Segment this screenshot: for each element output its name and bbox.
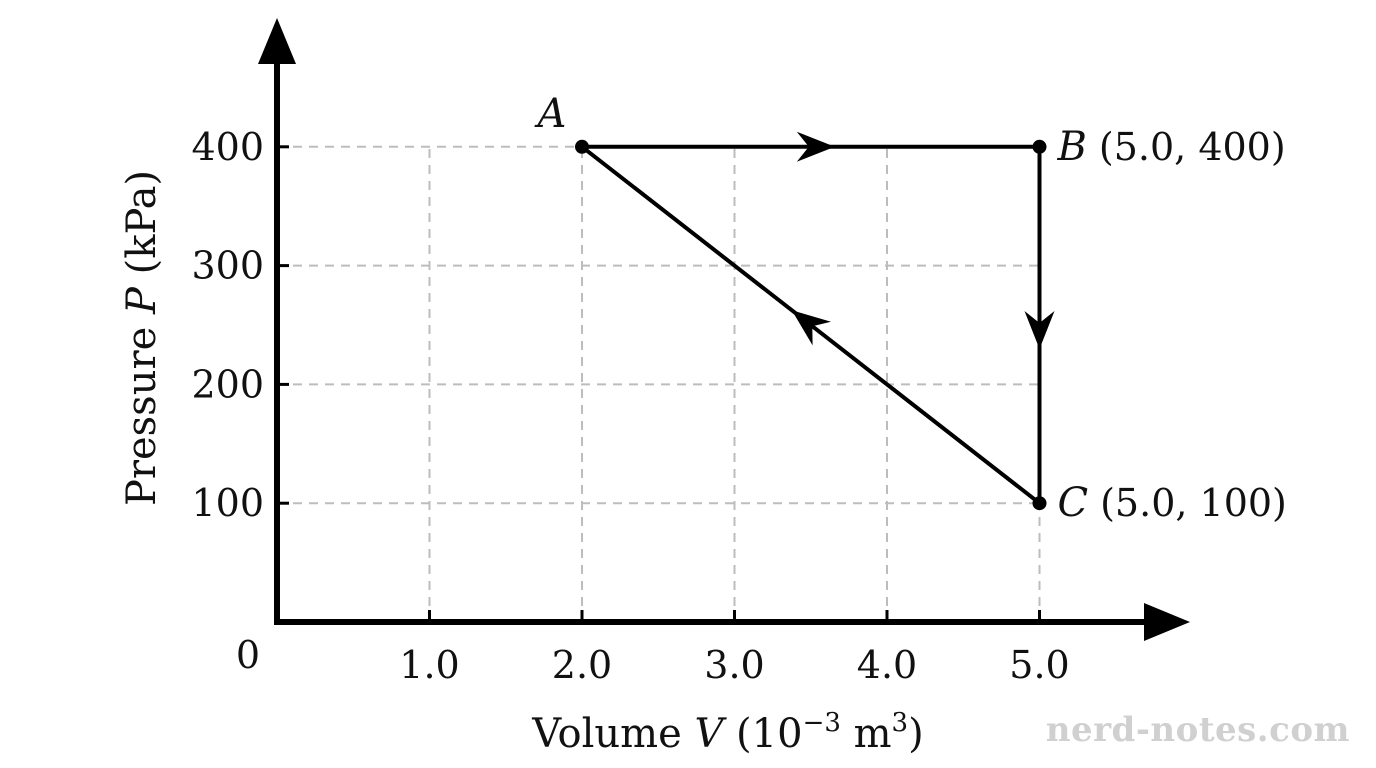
point-coordinates-C: (5.0, 100) [1100, 481, 1287, 525]
point-label-A: A [534, 91, 567, 137]
x-tick-label: 5.0 [1009, 643, 1069, 687]
point-C [1032, 496, 1047, 511]
y-tick-label: 200 [191, 362, 264, 406]
x-tick-label: 3.0 [704, 643, 764, 687]
x-tick-label: 4.0 [857, 643, 917, 687]
y-axis-arrowhead [258, 18, 296, 64]
point-label-B: B (5.0, 400) [1057, 124, 1286, 170]
y-axis-title: Pressure P (kPa) [119, 170, 165, 506]
point-coordinates-B: (5.0, 400) [1099, 125, 1286, 169]
point-A [575, 139, 589, 154]
origin-label: 0 [236, 633, 260, 677]
cycle-path [580, 131, 1055, 506]
state-points: A B (5.0, 400) C (5.0, 100) [534, 91, 1287, 526]
direction-arrow-B-C [1024, 311, 1055, 349]
direction-arrow-C-A [791, 310, 831, 346]
y-tick-label: 100 [191, 481, 264, 525]
direction-arrow-A-B [796, 131, 835, 162]
x-axis-arrowhead [1144, 603, 1190, 641]
point-B [1032, 139, 1047, 154]
grid-lines [277, 145, 1041, 622]
point-name-B: B [1057, 124, 1087, 170]
y-tick-label: 400 [191, 125, 264, 169]
x-tick-label: 1.0 [399, 643, 459, 687]
axes [258, 18, 1190, 641]
y-tick-label: 300 [191, 244, 264, 288]
tick-labels: 1.0 2.0 3.0 4.0 5.0 100 200 300 400 [191, 125, 1069, 687]
x-tick-label: 2.0 [552, 643, 612, 687]
point-label-C: C (5.0, 100) [1058, 480, 1287, 526]
watermark: nerd-notes.com [1045, 710, 1350, 750]
x-axis-title: Volume V (10−3 m3) [531, 708, 923, 757]
point-name-C: C [1058, 480, 1089, 526]
